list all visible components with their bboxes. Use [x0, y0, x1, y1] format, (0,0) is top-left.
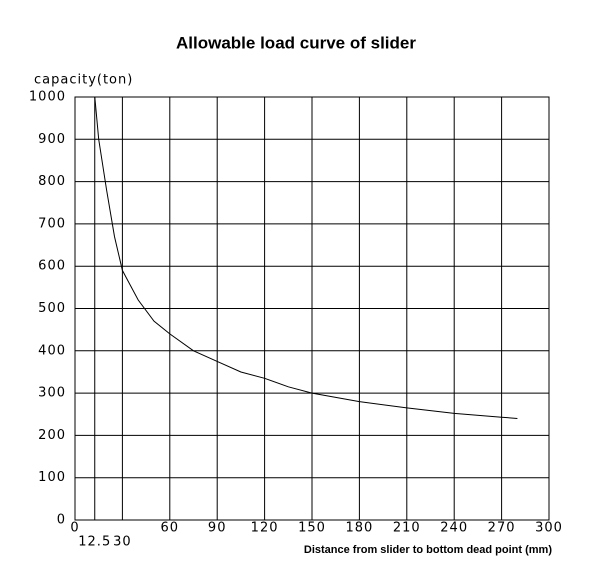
x-tick-label: 30	[113, 535, 132, 550]
y-tick-label: 0	[57, 513, 66, 528]
y-tick-label: 1000	[29, 90, 66, 105]
x-tick-label: 180	[345, 521, 373, 536]
x-tick-label: 60	[161, 521, 180, 536]
y-tick-label: 700	[38, 216, 66, 231]
x-tick-label: 120	[251, 521, 279, 536]
x-tick-label: 270	[488, 521, 516, 536]
x-tick-label: 90	[208, 521, 227, 536]
plot-border	[74, 96, 550, 521]
y-tick-label: 800	[38, 174, 66, 189]
x-tick-label: 210	[393, 521, 421, 536]
y-tick-label: 200	[38, 428, 66, 443]
chart-title: Allowable load curve of slider	[176, 33, 416, 52]
x-tick-label: 0	[70, 521, 79, 536]
y-axis-label: capacity(ton)	[34, 73, 133, 88]
y-tick-label: 300	[38, 386, 66, 401]
x-tick-label: 300	[535, 521, 563, 536]
load-curve	[94, 96, 518, 419]
x-axis-label: Distance from slider to bottom dead poin…	[304, 544, 552, 556]
y-tick-label: 400	[38, 343, 66, 358]
x-tick-label: 150	[298, 521, 326, 536]
x-tick-label: 12.5	[78, 535, 111, 550]
y-tick-label: 500	[38, 301, 66, 316]
y-tick-label: 100	[38, 470, 66, 485]
y-tick-label: 900	[38, 132, 66, 147]
y-tick-label: 600	[38, 259, 66, 274]
x-tick-label: 240	[440, 521, 468, 536]
